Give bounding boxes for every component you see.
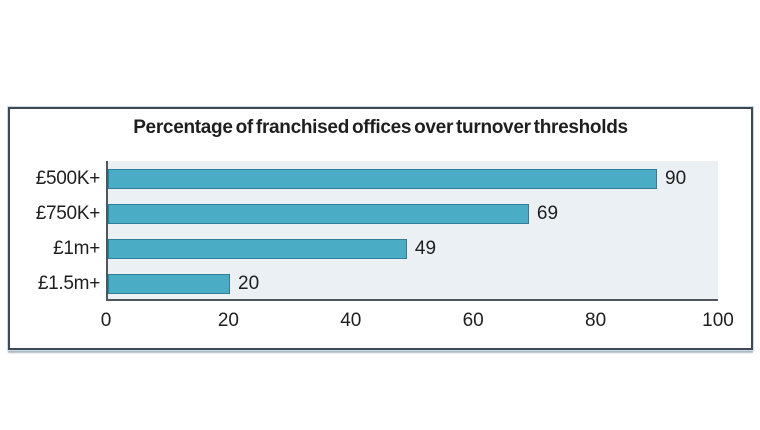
bar-£750K+ <box>108 203 529 224</box>
bar-£1.5m+ <box>108 273 230 294</box>
data-label: 20 <box>238 272 260 294</box>
data-label: 49 <box>414 237 437 259</box>
bar-£500K+ <box>108 168 657 189</box>
bar-£1m+ <box>108 238 407 259</box>
x-tick-label: 0 <box>100 310 112 331</box>
bar-row: 49 <box>108 231 718 266</box>
category-axis-labels: £500K+ £750K+ £1m+ £1.5m+ <box>16 161 101 301</box>
category-label: £1m+ <box>53 238 100 259</box>
chart-frame: Percentage of franchised offices over tu… <box>7 106 754 351</box>
data-label: 90 <box>665 167 687 189</box>
x-axis-tick-labels: 0 20 40 60 80 100 <box>10 307 751 335</box>
bar-row: 20 <box>108 266 718 301</box>
bar-row: 90 <box>108 161 718 196</box>
x-tick-label: 100 <box>702 310 734 331</box>
bar-row: 69 <box>108 196 718 231</box>
category-label: £750K+ <box>35 203 101 224</box>
x-tick-label: 80 <box>585 310 607 331</box>
x-tick-label: 40 <box>340 310 362 331</box>
data-label: 69 <box>536 202 559 224</box>
chart-title: Percentage of franchised offices over tu… <box>133 117 628 138</box>
x-tick-label: 60 <box>462 310 484 331</box>
plot-area: 90 69 49 20 <box>106 161 718 301</box>
x-tick-label: 20 <box>217 310 239 331</box>
category-label: £500K+ <box>35 168 101 189</box>
category-label: £1.5m+ <box>37 273 100 294</box>
